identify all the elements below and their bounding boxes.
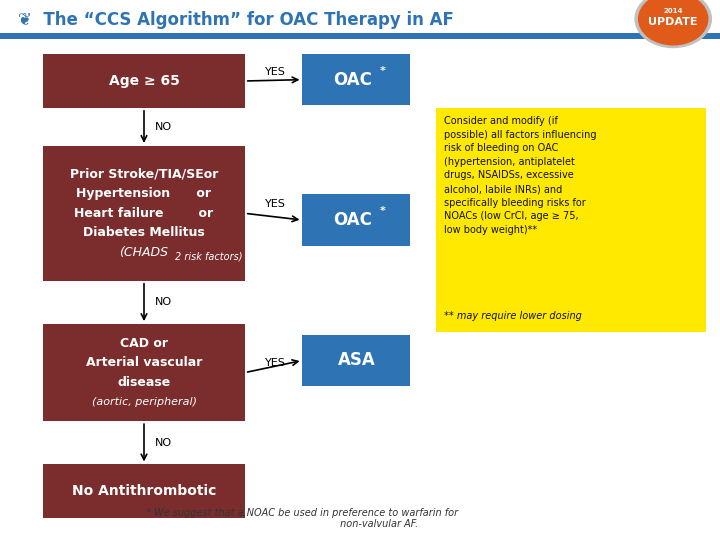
FancyBboxPatch shape [302, 194, 410, 246]
FancyBboxPatch shape [436, 108, 706, 332]
Text: YES: YES [265, 199, 285, 209]
Text: Arterial vascular: Arterial vascular [86, 356, 202, 369]
Text: Diabetes Mellitus: Diabetes Mellitus [83, 226, 205, 239]
Text: (aortic, peripheral): (aortic, peripheral) [91, 397, 197, 407]
Text: Hypertension      or: Hypertension or [76, 187, 212, 200]
Text: ** may require lower dosing: ** may require lower dosing [444, 311, 582, 321]
FancyBboxPatch shape [43, 54, 245, 108]
Text: Consider and modify (if
possible) all factors influencing
risk of bleeding on OA: Consider and modify (if possible) all fa… [444, 116, 597, 235]
FancyBboxPatch shape [43, 146, 245, 281]
Text: OAC: OAC [333, 211, 372, 229]
Text: *: * [379, 66, 385, 76]
Text: 2014: 2014 [663, 8, 683, 15]
Bar [0, 33, 720, 39]
Text: No Antithrombotic: No Antithrombotic [72, 484, 216, 498]
Text: YES: YES [265, 66, 285, 77]
Text: * We suggest that a NOAC be used in preference to warfarin for
                 : * We suggest that a NOAC be used in pref… [146, 508, 459, 529]
Text: NO: NO [155, 438, 172, 448]
Text: ASA: ASA [338, 352, 375, 369]
Text: 2 risk factors): 2 risk factors) [175, 252, 243, 261]
Text: *: * [379, 206, 385, 217]
Text: YES: YES [265, 358, 285, 368]
FancyBboxPatch shape [302, 335, 410, 386]
Circle shape [639, 0, 708, 45]
Text: disease: disease [117, 376, 171, 389]
Text: NO: NO [155, 298, 172, 307]
Text: Age ≥ 65: Age ≥ 65 [109, 74, 179, 88]
Text: CAD or: CAD or [120, 337, 168, 350]
Text: OAC: OAC [333, 71, 372, 89]
Text: Prior Stroke/TIA/SEor: Prior Stroke/TIA/SEor [70, 168, 218, 181]
Text: UPDATE: UPDATE [649, 17, 698, 27]
Text: ❦  The “CCS Algorithm” for OAC Therapy in AF: ❦ The “CCS Algorithm” for OAC Therapy in… [18, 11, 454, 29]
FancyBboxPatch shape [302, 54, 410, 105]
Circle shape [635, 0, 711, 48]
FancyBboxPatch shape [43, 324, 245, 421]
Text: (CHADS: (CHADS [120, 246, 168, 259]
FancyBboxPatch shape [43, 464, 245, 518]
Text: NO: NO [155, 122, 172, 132]
Text: Heart failure        or: Heart failure or [74, 207, 214, 220]
